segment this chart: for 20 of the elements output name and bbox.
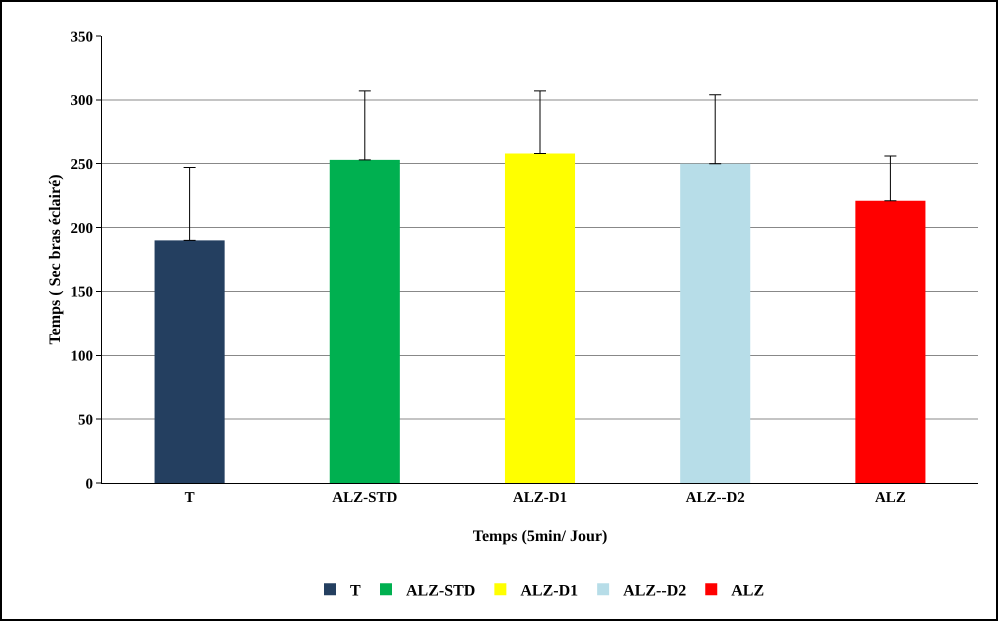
x-axis-title: Temps (5min/ Jour): [472, 528, 608, 545]
legend-label: T: [350, 582, 361, 600]
x-tick-label: ALZ--D2: [686, 490, 745, 506]
y-tick-label: 150: [70, 284, 93, 301]
y-tick-label: 200: [70, 220, 93, 237]
x-tick-label: ALZ-D1: [512, 490, 568, 506]
x-tick-label: ALZ-STD: [332, 490, 398, 506]
y-axis-title: Temps ( Sec bras éclairé): [47, 174, 64, 345]
x-tick-label: ALZ: [874, 490, 906, 506]
legend-label: ALZ-STD: [406, 582, 476, 600]
legend-label: ALZ--D2: [623, 582, 686, 600]
y-tick-label: 0: [86, 476, 93, 492]
legend-label: ALZ-D1: [520, 582, 578, 600]
y-tick-label: 50: [78, 412, 93, 428]
legend-label: ALZ: [731, 582, 764, 600]
y-tick-label: 250: [70, 156, 93, 173]
x-tick-label: T: [184, 490, 195, 506]
y-tick-label: 350: [70, 29, 93, 46]
y-tick-label: 100: [70, 348, 93, 365]
y-tick-label: 300: [70, 93, 93, 110]
